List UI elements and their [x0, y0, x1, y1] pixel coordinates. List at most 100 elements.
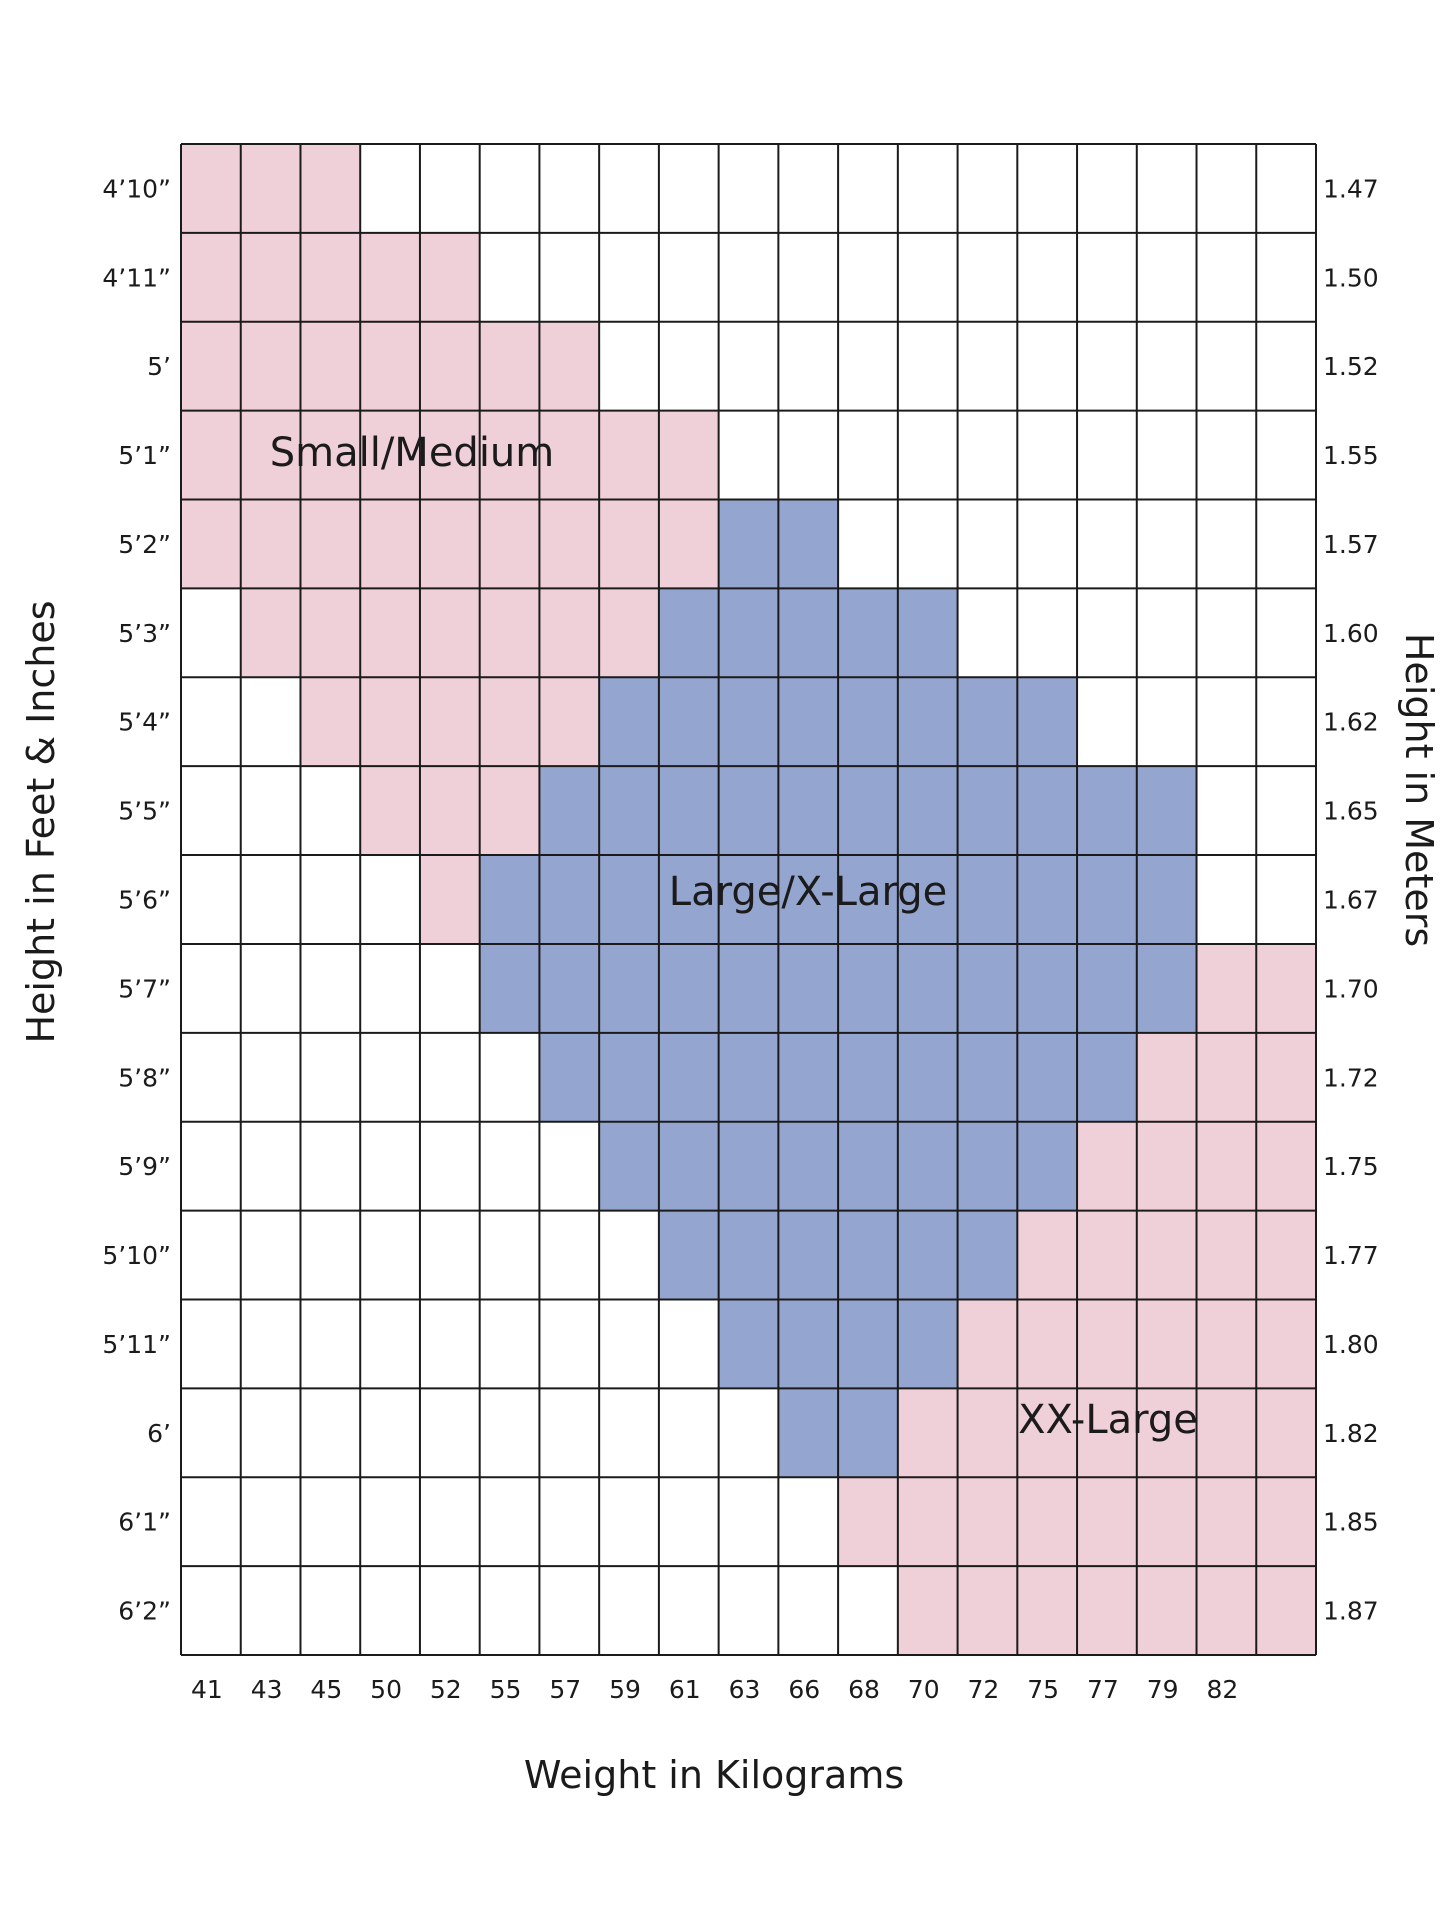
grid-cell [897, 1566, 958, 1655]
y-tick-left: 6’1” [118, 1508, 171, 1537]
grid-cell [300, 677, 361, 767]
grid-cell [181, 766, 241, 856]
grid-cell [1017, 1032, 1078, 1122]
grid-cell [718, 855, 779, 944]
grid-cell [300, 144, 361, 233]
grid-cell [479, 1477, 540, 1567]
grid-cell [957, 855, 1018, 944]
grid-cell [1017, 1566, 1078, 1655]
grid-cell [1077, 410, 1137, 500]
y-tick-right: 1.52 [1323, 352, 1379, 381]
grid-cell [360, 677, 420, 767]
y-axis-left-title: Height in Feet & Inches [19, 600, 63, 1043]
y-tick-right: 1.77 [1323, 1241, 1379, 1270]
grid-cell [419, 1121, 480, 1211]
grid-cell [240, 321, 301, 411]
grid-cell [658, 410, 719, 500]
y-tick-right: 1.55 [1323, 441, 1379, 470]
grid-cell [1196, 1388, 1257, 1478]
y-tick-right: 1.60 [1323, 619, 1379, 648]
grid-cell [360, 1121, 420, 1211]
grid-cell [360, 1299, 420, 1389]
y-tick-left: 5’4” [118, 708, 171, 737]
grid-cell [1136, 410, 1197, 500]
grid-cell [1256, 499, 1316, 589]
grid-cell [419, 1032, 480, 1122]
grid-cell [599, 1477, 659, 1567]
grid-cell [419, 588, 480, 678]
grid-cell [1196, 855, 1257, 944]
grid-cell [539, 321, 600, 411]
grid-cell [658, 1477, 719, 1567]
grid-cell [300, 410, 361, 500]
grid-cell [1196, 321, 1257, 411]
x-tick: 82 [1206, 1675, 1238, 1704]
grid-cell [300, 499, 361, 589]
grid-cell [1017, 855, 1078, 944]
grid-cell [1256, 1477, 1316, 1567]
grid-cell [599, 943, 659, 1033]
grid-cell [599, 321, 659, 411]
grid-cell [419, 677, 480, 767]
y-tick-left: 5’7” [118, 974, 171, 1003]
grid-cell [419, 321, 480, 411]
y-tick-left: 5’6” [118, 886, 171, 915]
grid-cell [1136, 321, 1197, 411]
grid-cell [838, 1477, 898, 1567]
grid-cell [181, 410, 241, 500]
grid-cell [838, 232, 898, 322]
grid-cell [539, 1566, 600, 1655]
grid-cell [1256, 855, 1316, 944]
grid-cell [479, 588, 540, 678]
grid-cell [778, 677, 839, 767]
grid-cell [897, 1032, 958, 1122]
grid-cell [240, 1121, 301, 1211]
grid-cell [1256, 1032, 1316, 1122]
grid-cell [360, 1032, 420, 1122]
grid-cell [300, 1121, 361, 1211]
grid-cell [1196, 144, 1257, 233]
grid-cell [1077, 1032, 1137, 1122]
y-tick-right: 1.75 [1323, 1152, 1379, 1181]
grid-cell [599, 1121, 659, 1211]
grid-cell [181, 1032, 241, 1122]
grid-cell [957, 1032, 1018, 1122]
y-tick-left: 4’10” [102, 174, 171, 203]
y-tick-left: 5’11” [102, 1330, 171, 1359]
grid-cell [419, 1210, 480, 1300]
grid-cell [539, 499, 600, 589]
x-tick: 77 [1087, 1675, 1119, 1704]
grid-cell [778, 1566, 839, 1655]
grid-cell [778, 1210, 839, 1300]
grid-cell [599, 232, 659, 322]
grid-cell [838, 144, 898, 233]
grid-cell [1136, 232, 1197, 322]
grid-cell [897, 1299, 958, 1389]
grid-cell [240, 766, 301, 856]
y-tick-left: 5’10” [102, 1241, 171, 1270]
y-tick-right: 1.72 [1323, 1063, 1379, 1092]
grid-cell [1136, 1477, 1197, 1567]
grid-cell [897, 855, 958, 944]
grid-cell [1196, 1210, 1257, 1300]
grid-cell [360, 1477, 420, 1567]
grid-cell [300, 1477, 361, 1567]
grid-cell [479, 232, 540, 322]
grid-cell [479, 410, 540, 500]
grid-cell [1136, 1299, 1197, 1389]
grid-cell [838, 410, 898, 500]
grid-cell [539, 1388, 600, 1478]
grid-cell [419, 499, 480, 589]
grid-cell [181, 1566, 241, 1655]
grid-cell [1196, 499, 1257, 589]
grid-cell [778, 1032, 839, 1122]
grid-cell [419, 943, 480, 1033]
grid-cell [658, 1566, 719, 1655]
grid-cell [658, 1032, 719, 1122]
grid-cell [1136, 677, 1197, 767]
grid-cell [539, 144, 600, 233]
y-axis-left-ticks: 4’10” 4’11” 5’ 5’1” 5’2” 5’3” 5’4” 5’5” 5’6” 5’7”… [102, 174, 171, 1625]
x-tick: 41 [191, 1675, 223, 1704]
grid-cell [718, 1566, 779, 1655]
